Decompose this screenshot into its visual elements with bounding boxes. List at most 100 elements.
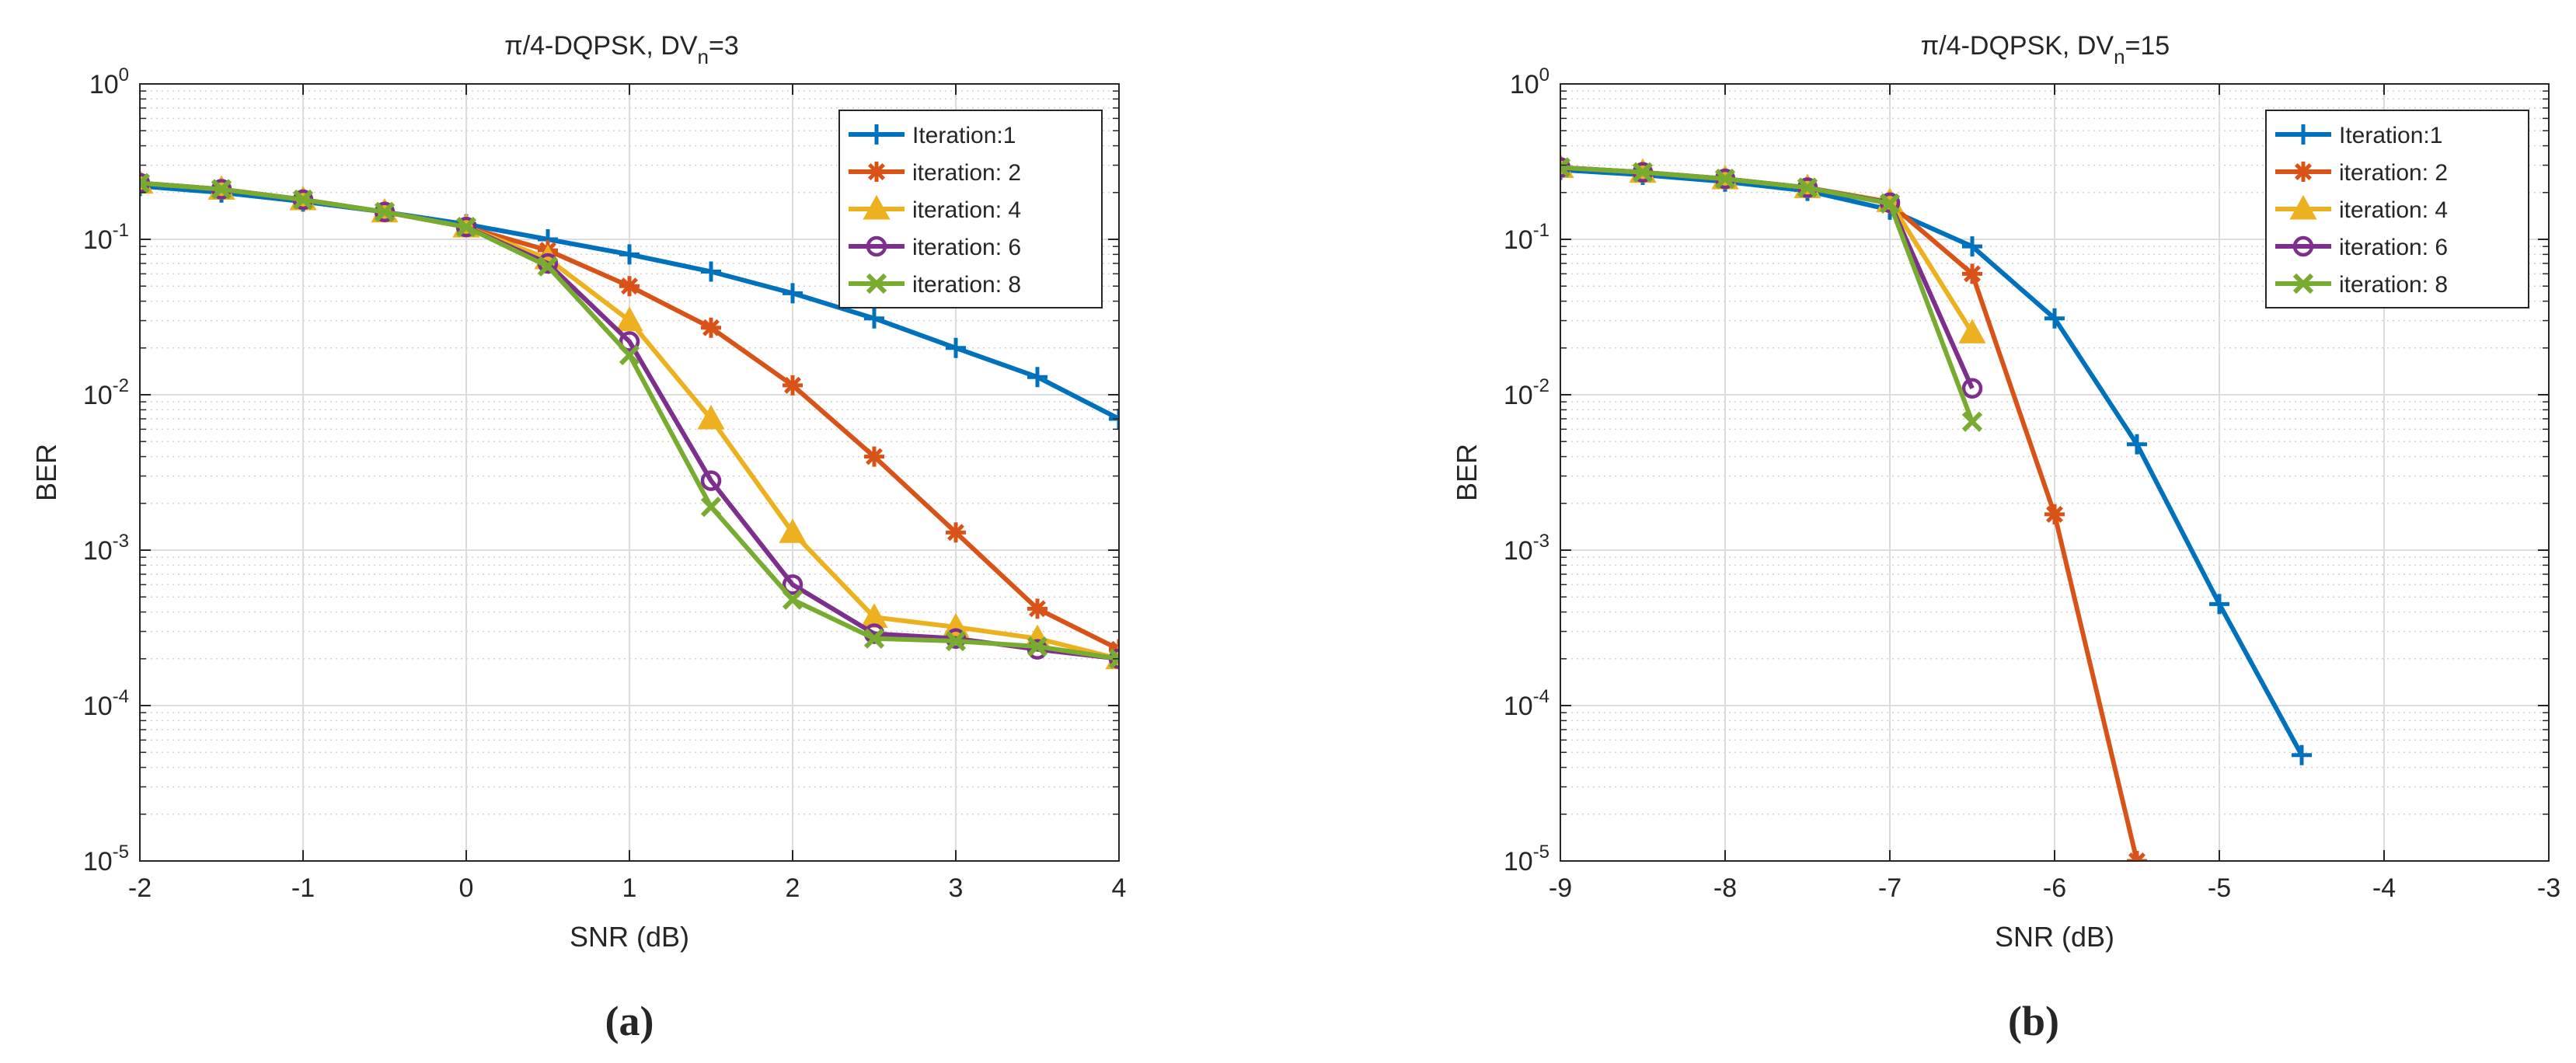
data-point <box>292 189 314 211</box>
data-point <box>619 244 640 265</box>
series-line <box>1560 167 2304 757</box>
y-tick-label: 10-4 <box>83 686 129 721</box>
data-point <box>863 628 885 649</box>
data-point <box>2044 308 2065 329</box>
data-point <box>211 179 232 200</box>
data-point <box>864 446 884 467</box>
legend-label: iteration: 2 <box>2339 160 2448 186</box>
x-tick-label: -3 <box>2537 873 2560 903</box>
data-point <box>701 317 721 338</box>
data-point <box>1958 319 1986 343</box>
data-point <box>1962 236 1982 257</box>
data-point <box>701 261 721 282</box>
y-tick-label: 10-4 <box>1504 686 1549 721</box>
x-tick-label: 3 <box>949 873 964 903</box>
data-point <box>946 522 966 543</box>
legend-label: Iteration:1 <box>2339 123 2442 148</box>
x-tick-label: -9 <box>1549 873 1572 903</box>
data-point <box>1109 408 1119 429</box>
x-axis-label: SNR (dB) <box>1995 921 2114 953</box>
x-tick-labels: -9 -8 -7 -6 -5 -4 -3 <box>1549 873 2560 903</box>
legend-label: iteration: 6 <box>2339 235 2448 260</box>
legend-label: iteration: 8 <box>912 272 1021 298</box>
chart-title-suffix: =15 <box>2125 31 2170 61</box>
legend-label: iteration: 4 <box>2339 197 2448 223</box>
y-tick-label: 10-5 <box>1504 842 1549 877</box>
x-tick-label: -4 <box>2372 873 2396 903</box>
y-axis-label: BER <box>30 444 62 501</box>
data-point <box>864 308 884 329</box>
y-tick-label: 10-2 <box>83 375 129 410</box>
legend: Iteration:1 iteration: 2 iteration: 4 itera… <box>2265 110 2529 308</box>
legend-marker <box>866 235 887 257</box>
data-point <box>783 283 803 304</box>
legend-entry: iteration: 4 <box>2275 194 2448 223</box>
data-point <box>782 574 803 595</box>
data-point <box>1027 367 1047 388</box>
legend-marker <box>2289 194 2317 220</box>
x-tick-labels: -2 -1 0 1 2 3 4 <box>128 873 1127 903</box>
data-point <box>1797 177 1818 198</box>
data-point <box>619 344 640 366</box>
data-point <box>697 404 725 430</box>
data-point <box>455 217 477 238</box>
x-axis-label: SNR (dB) <box>570 921 689 953</box>
chart-title-suffix: =3 <box>709 31 739 61</box>
y-tick-label: 10-1 <box>83 220 129 255</box>
data-point <box>619 276 640 297</box>
data-point <box>2044 504 2065 525</box>
data-point <box>1962 263 1982 284</box>
x-tick-label: -5 <box>2208 873 2231 903</box>
data-point <box>2209 594 2229 615</box>
y-tick-label: 100 <box>1510 64 1549 99</box>
legend-entry: Iteration:1 <box>849 123 1016 148</box>
legend: Iteration:1 iteration: 2 iteration: 4 itera… <box>838 110 1103 308</box>
panel-a: π/4-DQPSK, DVn=3 -2 -1 0 1 2 3 4 10-510-410-31… <box>30 31 1127 1044</box>
data-point <box>615 306 643 332</box>
data-point <box>1961 378 1983 399</box>
x-tick-label: -2 <box>128 873 152 903</box>
y-tick-labels: 10-5 10-4 10-3 10-2 10-1 100 <box>1504 64 1549 877</box>
panel-caption: (b) <box>2008 998 2059 1044</box>
y-tick-label: 10-2 <box>1504 375 1549 410</box>
panel-b: π/4-DQPSK, DVn=15 -9 -8 -7 -6 -5 -4 -3 10-510-… <box>1451 31 2560 1044</box>
data-point <box>1879 193 1901 214</box>
data-point <box>782 589 803 610</box>
legend-marker <box>2293 162 2313 182</box>
legend-marker <box>2293 124 2313 145</box>
data-point <box>1108 648 1119 669</box>
data-point <box>946 337 966 358</box>
x-tick-label: -8 <box>1713 873 1737 903</box>
data-point <box>1714 169 1736 190</box>
series-5 <box>140 173 1119 669</box>
chart-title-subscript: n <box>698 45 709 68</box>
x-tick-label: -6 <box>2043 873 2066 903</box>
legend-entry: iteration: 2 <box>2275 160 2448 186</box>
data-point <box>374 201 396 222</box>
legend-label: iteration: 6 <box>912 235 1021 260</box>
ticks <box>139 83 1120 862</box>
y-axis-label: BER <box>1451 444 1483 501</box>
data-point <box>783 375 803 396</box>
legend-marker <box>863 194 891 220</box>
legend-label: Iteration:1 <box>912 123 1016 148</box>
data-point <box>1027 636 1048 657</box>
y-tick-label: 10-1 <box>1504 220 1549 255</box>
y-tick-label: 100 <box>89 64 129 99</box>
x-tick-label: -7 <box>1878 873 1901 903</box>
series-5 <box>1560 157 1983 432</box>
x-tick-label: -1 <box>291 873 315 903</box>
data-point <box>1961 411 1983 432</box>
chart-title-main: π/4-DQPSK, DV <box>504 31 698 61</box>
legend-marker <box>2292 273 2314 295</box>
legend-entry: iteration: 2 <box>849 160 1021 186</box>
ticks <box>1560 83 2550 862</box>
chart-title: π/4-DQPSK, DVn=3 <box>504 31 739 68</box>
legend-entry: Iteration:1 <box>2275 123 2442 148</box>
legend-entry: iteration: 6 <box>2275 235 2448 260</box>
data-point <box>619 331 640 352</box>
series-line <box>1560 165 1975 423</box>
data-point <box>2292 744 2312 765</box>
panel-caption: (a) <box>605 998 654 1044</box>
x-tick-label: 1 <box>622 873 637 903</box>
